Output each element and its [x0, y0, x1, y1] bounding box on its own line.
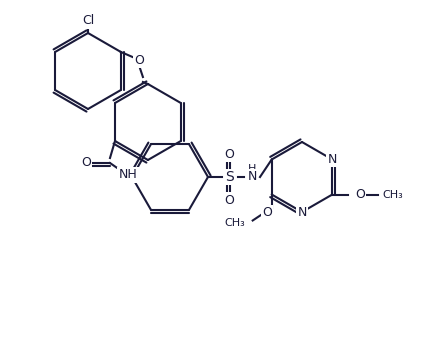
Text: O: O: [224, 147, 234, 160]
Text: S: S: [226, 170, 234, 184]
Text: O: O: [134, 53, 144, 66]
Text: CH₃: CH₃: [382, 190, 403, 199]
Text: N: N: [248, 171, 257, 184]
Text: N: N: [297, 205, 307, 219]
Text: O: O: [262, 206, 272, 219]
Text: O: O: [81, 157, 91, 170]
Text: O: O: [355, 188, 365, 201]
Text: CH₃: CH₃: [224, 218, 245, 227]
Text: O: O: [224, 193, 234, 206]
Text: N: N: [328, 153, 337, 166]
Text: H: H: [248, 164, 256, 174]
Text: NH: NH: [118, 168, 137, 181]
Text: Cl: Cl: [82, 14, 94, 27]
